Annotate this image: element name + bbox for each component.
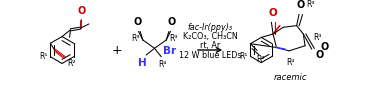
Text: R⁴: R⁴: [287, 58, 295, 67]
Text: 12 W blue LEDs: 12 W blue LEDs: [179, 51, 241, 60]
Text: R³: R³: [306, 0, 314, 9]
Text: O: O: [167, 17, 175, 27]
Text: R²: R²: [256, 56, 265, 64]
Text: O: O: [133, 17, 142, 27]
Text: Br: Br: [163, 46, 176, 56]
Text: fac-Ir(ppy)₃: fac-Ir(ppy)₃: [187, 23, 232, 32]
Text: R¹: R¹: [39, 52, 48, 61]
Text: O: O: [297, 0, 305, 10]
Text: R²: R²: [67, 59, 76, 68]
Text: K₂CO₃, CH₃CN: K₂CO₃, CH₃CN: [183, 32, 237, 41]
Text: R³: R³: [313, 33, 322, 42]
Text: O: O: [320, 42, 328, 52]
Text: O: O: [315, 50, 323, 60]
Text: R³: R³: [170, 34, 178, 43]
Text: racemic: racemic: [274, 73, 307, 82]
Text: O: O: [269, 8, 277, 18]
Text: rt, Ar: rt, Ar: [200, 41, 220, 50]
Text: +: +: [112, 44, 122, 56]
Text: H: H: [138, 58, 147, 68]
Text: R⁴: R⁴: [159, 60, 167, 69]
Text: R³: R³: [131, 34, 139, 43]
Text: R¹: R¹: [240, 52, 248, 61]
Text: O: O: [77, 6, 85, 16]
